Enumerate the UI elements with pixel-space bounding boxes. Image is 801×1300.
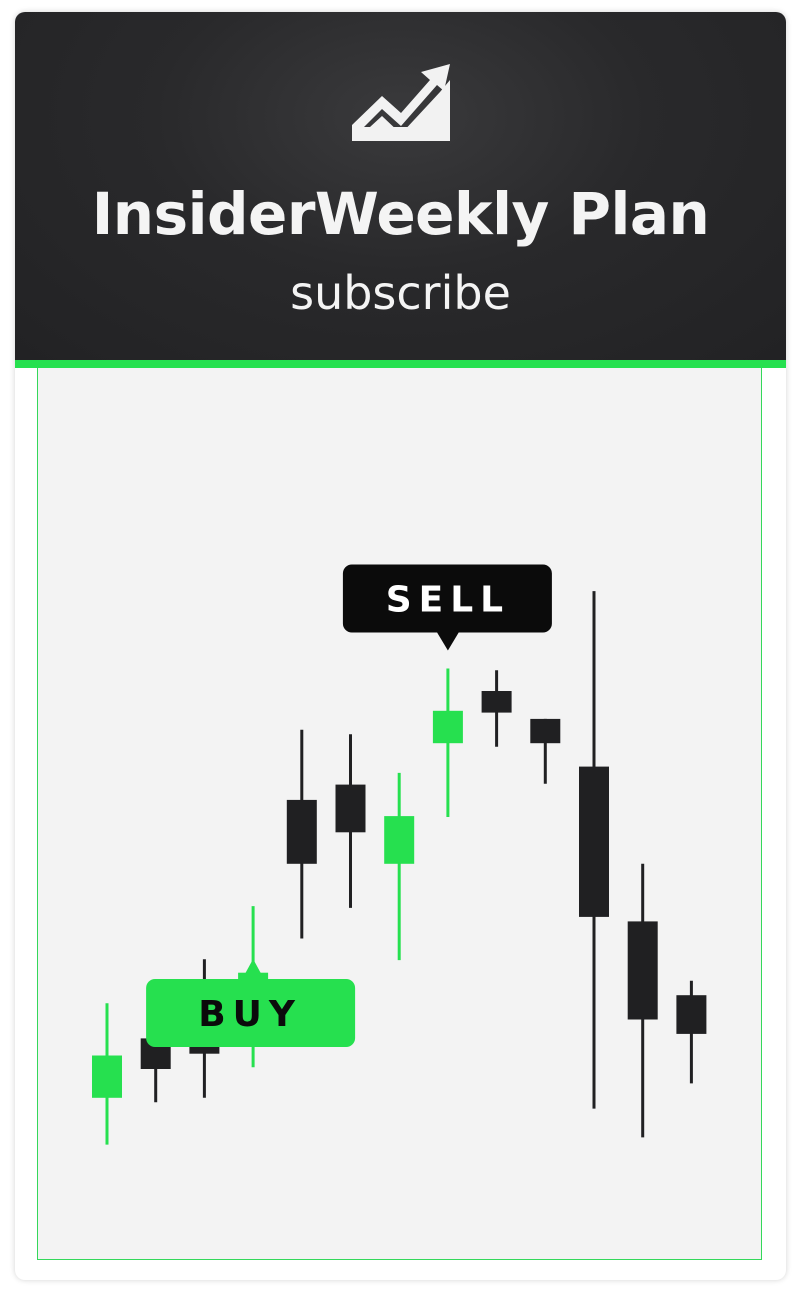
candle-body	[579, 766, 609, 917]
plan-title: InsiderWeekly Plan	[91, 180, 710, 248]
candlestick-chart: SELL BUY	[92, 564, 707, 1145]
candles-layer	[92, 591, 707, 1145]
candle	[627, 863, 658, 1138]
candle-body	[530, 718, 561, 744]
buy-label: BUY	[198, 994, 302, 1035]
candle-body	[384, 816, 415, 864]
candle-body	[335, 784, 366, 833]
candle	[432, 668, 463, 817]
subscribe-link[interactable]: subscribe	[290, 266, 511, 320]
candle-body	[481, 691, 512, 713]
candle	[92, 1003, 122, 1145]
accent-divider	[15, 360, 786, 368]
candlestick-chart-panel: SELL BUY	[37, 368, 762, 1260]
candle	[384, 772, 415, 961]
candle	[335, 734, 366, 908]
candle	[530, 718, 561, 784]
trending-up-chart-icon	[352, 64, 450, 141]
candle-body	[676, 995, 707, 1034]
sell-label: SELL	[386, 580, 510, 621]
candle	[481, 670, 512, 747]
candle	[579, 591, 609, 1109]
candle-body	[432, 710, 463, 744]
candle	[676, 980, 707, 1084]
buy-callout: BUY	[146, 959, 356, 1047]
candle-body	[627, 921, 658, 1020]
plan-header: InsiderWeekly Plan subscribe	[15, 12, 786, 360]
candle-body	[92, 1055, 122, 1098]
candle	[286, 729, 317, 939]
sell-callout: SELL	[342, 564, 552, 651]
candle-body	[286, 799, 317, 864]
plan-card[interactable]: InsiderWeekly Plan subscribe SELL BUY	[15, 12, 786, 1280]
